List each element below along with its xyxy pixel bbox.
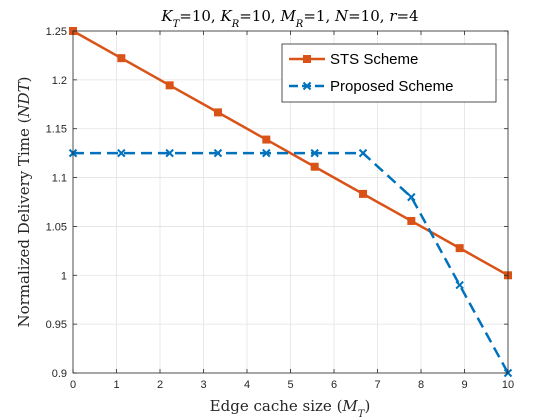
x-tick-label: 10 — [502, 379, 514, 391]
data-point-proposed-scheme — [358, 148, 368, 158]
legend-label: STS Scheme — [330, 51, 418, 68]
x-axis-title: Edge cache size (MT) — [210, 397, 371, 420]
data-point-proposed-scheme — [165, 148, 174, 158]
ticks: 0 1 2 3 4 5 6 7 8 9 10 0.9 0.95 1 1.05 1.1 1.15 1.2 1.25 — [46, 26, 515, 391]
legend-box — [281, 43, 497, 103]
y-tick-label: 1 — [61, 270, 67, 282]
x-tick-label: 4 — [244, 379, 250, 391]
legend-marker — [303, 55, 311, 63]
y-tick-label: 1.15 — [46, 124, 67, 136]
legend-item-sts-scheme: STS Scheme — [289, 51, 418, 68]
data-point-sts-scheme — [359, 189, 368, 198]
y-axis-title: Normalized Delivery Time (NDT) — [15, 76, 33, 327]
legend: STS Scheme Proposed Scheme — [281, 43, 497, 103]
legend-label: Proposed Scheme — [330, 78, 453, 95]
chart-title: KT=10, KR=10, MR=1, N=10, r=4 — [160, 7, 418, 30]
data-point-proposed-scheme — [455, 280, 464, 290]
series-proposed-scheme — [68, 148, 513, 378]
data-point-sts-scheme — [165, 81, 174, 90]
y-tick-label: 1.05 — [46, 221, 67, 233]
data-point-proposed-scheme — [213, 148, 223, 158]
y-tick-label: 0.95 — [46, 319, 67, 331]
x-tick-label: 2 — [157, 379, 163, 391]
data-point-sts-scheme — [310, 162, 319, 171]
data-point-sts-scheme — [262, 135, 271, 144]
data-point-sts-scheme — [455, 244, 464, 253]
x-tick-label: 7 — [374, 379, 380, 391]
x-tick-label: 8 — [418, 379, 424, 391]
data-point-proposed-scheme — [117, 148, 126, 158]
data-point-sts-scheme — [213, 108, 222, 117]
x-tick-label: 1 — [113, 379, 119, 391]
legend-item-proposed-scheme: Proposed Scheme — [289, 78, 453, 95]
series-line-proposed-scheme — [73, 151, 510, 374]
legend-marker — [302, 81, 312, 91]
series-line-sts-scheme — [72, 29, 509, 277]
data-point-proposed-scheme — [407, 192, 416, 202]
data-point-sts-scheme — [407, 216, 416, 225]
data-point-sts-scheme — [117, 54, 126, 63]
data-point-proposed-scheme — [310, 148, 319, 158]
x-tick-label: 6 — [331, 379, 337, 391]
y-tick-label: 1.1 — [52, 173, 67, 185]
x-tick-label: 5 — [287, 379, 293, 391]
y-tick-label: 1.2 — [52, 75, 67, 87]
data-point-proposed-scheme — [262, 148, 271, 158]
y-tick-label: 0.9 — [52, 368, 67, 380]
x-tick-label: 9 — [461, 379, 467, 391]
y-tick-label: 1.25 — [46, 26, 67, 38]
x-tick-label: 0 — [70, 379, 76, 391]
x-tick-label: 3 — [200, 379, 206, 391]
